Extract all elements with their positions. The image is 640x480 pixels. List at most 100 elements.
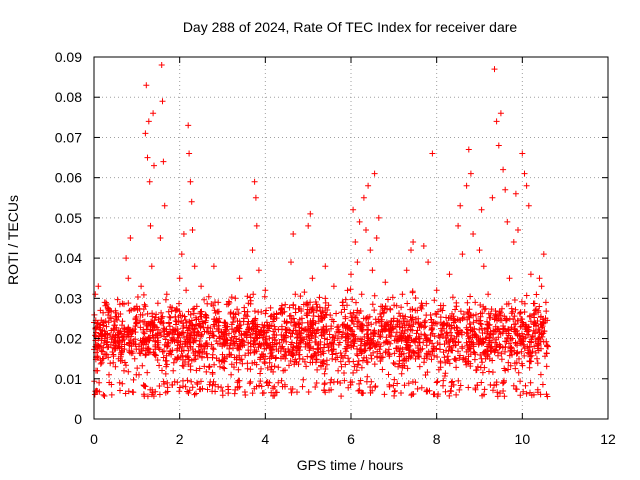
data-point: [263, 319, 270, 326]
data-point: [443, 338, 450, 344]
data-point: [408, 317, 415, 324]
data-point: [166, 323, 173, 330]
data-point: [463, 361, 470, 368]
y-tick-label: 0.06: [55, 170, 82, 186]
data-point: [301, 289, 308, 296]
data-point: [110, 339, 117, 346]
data-point: [347, 286, 354, 293]
data-point: [365, 182, 372, 189]
data-point: [219, 392, 226, 399]
data-point: [300, 376, 307, 383]
data-point: [169, 337, 176, 344]
data-point: [176, 275, 183, 282]
data-point: [163, 291, 170, 298]
data-point: [350, 321, 357, 327]
data-point: [134, 365, 141, 372]
data-point: [187, 311, 194, 318]
data-point: [368, 355, 375, 362]
data-point: [273, 346, 280, 353]
data-point: [266, 359, 273, 366]
data-point: [209, 328, 216, 335]
data-point: [474, 363, 481, 370]
data-point: [366, 345, 373, 352]
data-point: [543, 308, 550, 315]
data-point: [244, 365, 251, 372]
data-point: [307, 299, 314, 306]
data-point: [241, 389, 248, 395]
data-point: [297, 334, 304, 341]
data-point: [396, 319, 403, 326]
data-point: [158, 309, 165, 316]
data-point: [206, 334, 213, 341]
data-point: [244, 293, 251, 300]
data-point: [457, 352, 463, 359]
data-point: [376, 333, 383, 340]
data-point: [113, 324, 120, 331]
data-point: [169, 347, 176, 354]
data-point: [390, 326, 397, 332]
data-point: [253, 361, 260, 368]
data-point: [247, 294, 254, 301]
data-point: [125, 325, 132, 332]
data-point: [210, 346, 217, 353]
data-point: [441, 325, 447, 332]
data-point: [150, 110, 157, 117]
data-point: [286, 304, 293, 311]
data-point: [471, 356, 478, 363]
data-point: [185, 308, 192, 315]
data-point: [313, 301, 320, 308]
data-point: [518, 348, 525, 355]
data-point: [369, 387, 376, 394]
data-point: [178, 251, 185, 258]
data-point: [121, 341, 128, 348]
data-point: [391, 302, 398, 309]
data-point: [139, 362, 146, 369]
data-point: [235, 310, 242, 317]
data-point: [355, 362, 361, 368]
data-point: [257, 370, 264, 377]
data-point: [164, 384, 171, 391]
data-point: [345, 355, 352, 362]
data-point: [540, 338, 547, 345]
data-point: [176, 388, 183, 395]
data-point: [448, 347, 455, 354]
data-point: [375, 316, 382, 323]
data-point: [163, 326, 170, 333]
data-point: [305, 389, 312, 395]
data-point: [391, 376, 398, 383]
data-point: [459, 315, 466, 322]
data-point: [412, 295, 419, 301]
data-point: [341, 321, 348, 328]
data-point: [255, 267, 262, 274]
data-point: [453, 357, 459, 364]
data-point: [233, 359, 240, 366]
data-point: [536, 334, 543, 341]
data-point: [379, 307, 386, 314]
data-point: [338, 309, 345, 316]
data-point: [499, 380, 506, 387]
chart-title: Day 288 of 2024, Rate Of TEC Index for r…: [183, 19, 518, 35]
data-point: [121, 367, 127, 374]
data-point: [390, 382, 397, 389]
data-point: [388, 333, 394, 340]
data-point: [312, 384, 319, 390]
data-point: [319, 359, 326, 366]
data-point: [428, 316, 434, 323]
data-point: [281, 351, 288, 358]
data-point: [463, 329, 470, 336]
data-point: [125, 300, 132, 307]
data-point: [450, 381, 457, 388]
data-point: [446, 271, 453, 278]
data-point: [160, 158, 167, 165]
data-point: [443, 314, 450, 321]
data-point: [94, 320, 101, 327]
data-point: [337, 350, 344, 356]
data-point: [144, 154, 151, 161]
data-point: [194, 328, 201, 335]
data-point: [440, 321, 446, 328]
data-point: [247, 331, 254, 338]
data-point: [290, 301, 297, 308]
data-point: [332, 356, 339, 363]
data-point: [227, 342, 233, 349]
data-point: [490, 387, 496, 394]
